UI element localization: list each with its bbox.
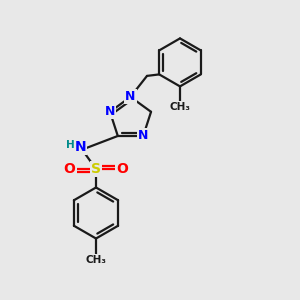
Text: S: S: [91, 162, 101, 176]
Text: CH₃: CH₃: [85, 255, 106, 265]
Text: O: O: [64, 162, 76, 176]
Text: N: N: [105, 105, 115, 118]
Text: H: H: [66, 140, 75, 150]
Text: N: N: [125, 90, 136, 104]
Text: O: O: [116, 162, 128, 176]
Text: CH₃: CH₃: [169, 102, 190, 112]
Text: N: N: [75, 140, 86, 154]
Text: N: N: [138, 130, 148, 142]
